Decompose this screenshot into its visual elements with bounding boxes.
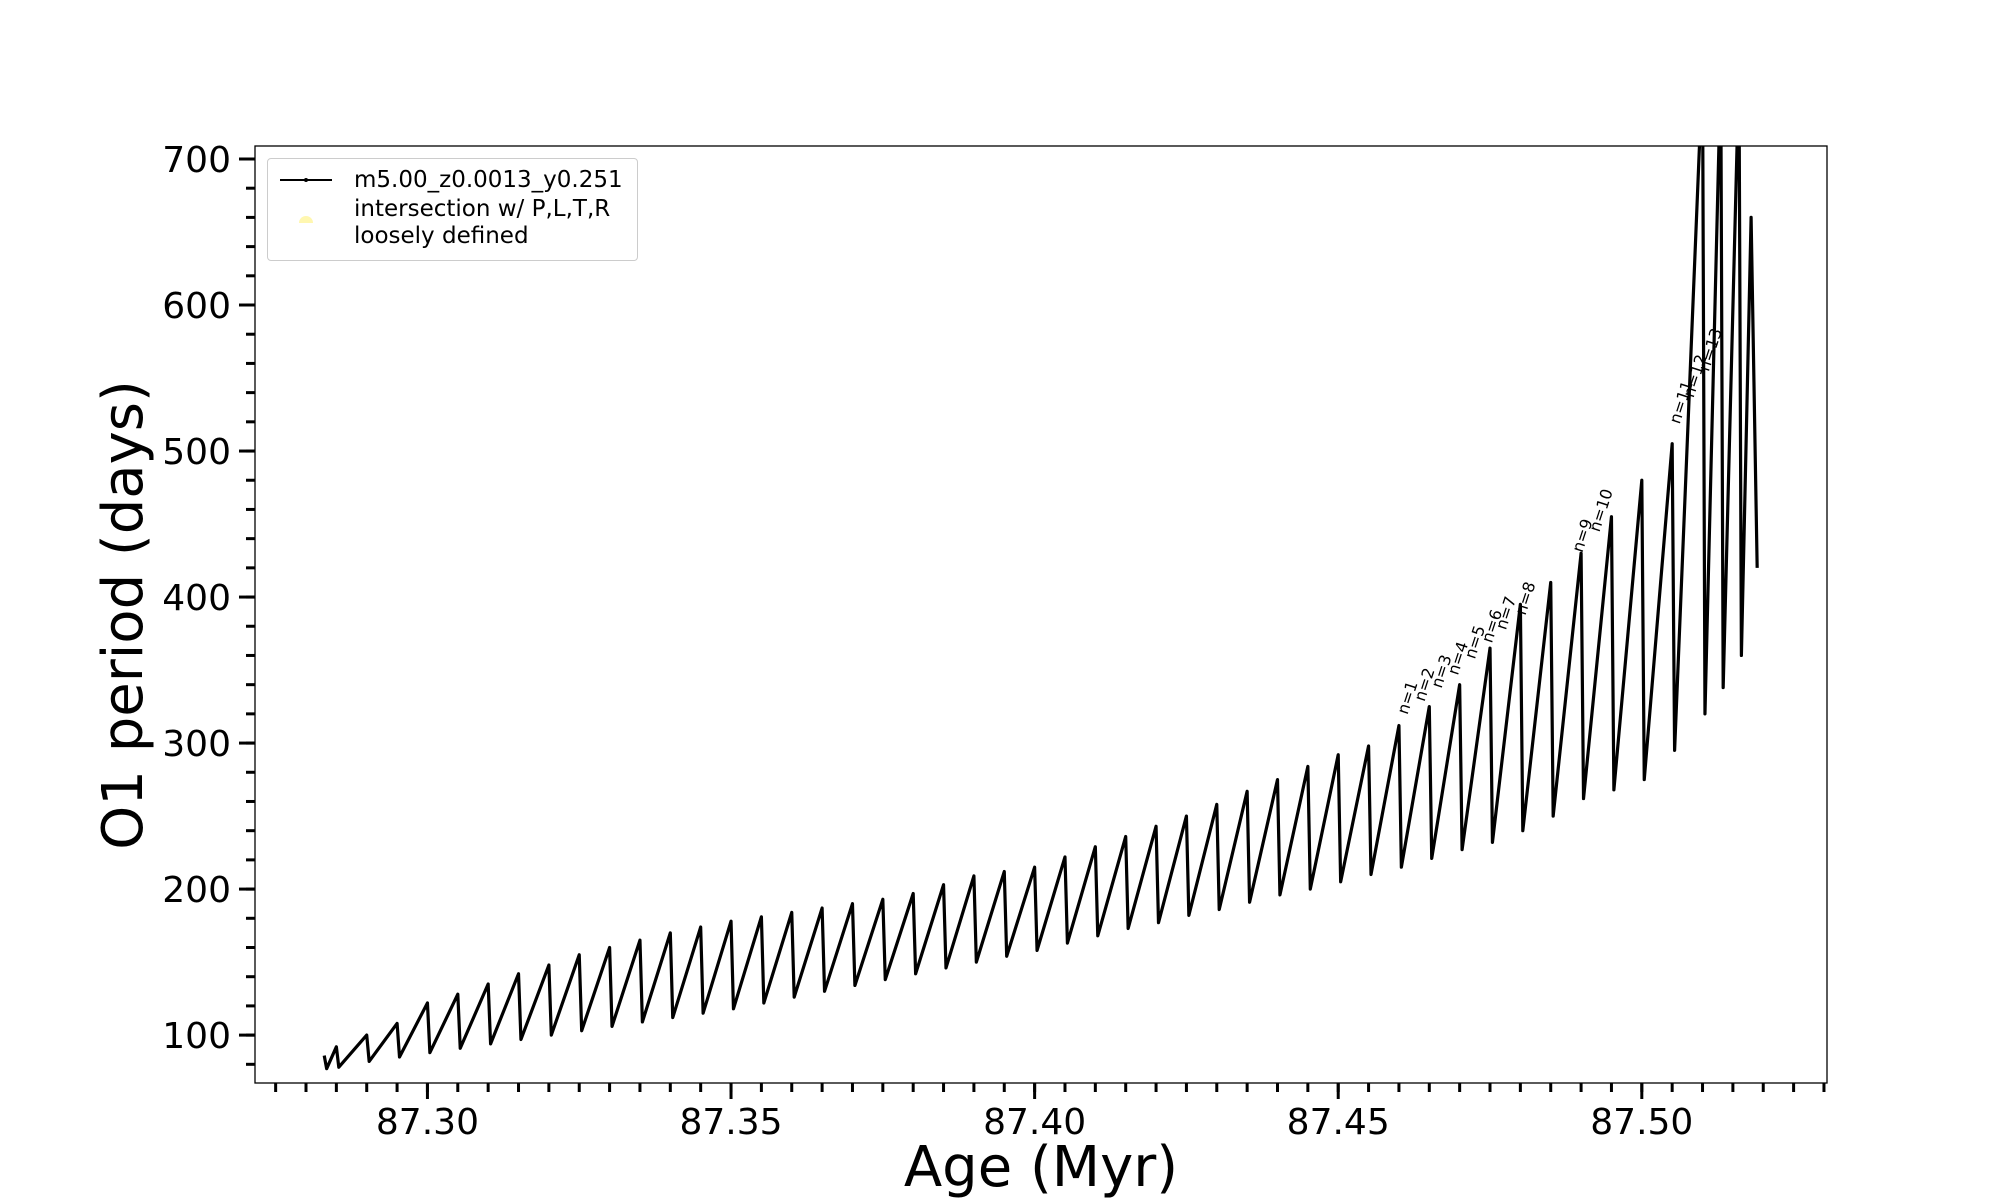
- legend-entry: m5.00_z0.0013_y0.251: [278, 167, 623, 194]
- legend-dot: [304, 178, 308, 182]
- y-tick-label: 500: [162, 432, 231, 473]
- x-tick-label: 87.30: [376, 1102, 479, 1143]
- x-tick-label: 87.50: [1590, 1102, 1693, 1143]
- annotation: n=8: [1511, 579, 1539, 617]
- plot-area: [322, 146, 1759, 1071]
- x-tick-label: 87.45: [1287, 1102, 1390, 1143]
- legend-label: intersection w/ P,L,T,R loosely defined: [354, 196, 611, 249]
- y-tick-label: 600: [162, 286, 231, 327]
- legend-entry: intersection w/ P,L,T,R loosely defined: [278, 196, 623, 250]
- legend-label: m5.00_z0.0013_y0.251: [354, 167, 623, 193]
- legend-key: [280, 178, 332, 182]
- x-axis-label: Age (Myr): [904, 1135, 1178, 1200]
- legend-key: [299, 216, 313, 223]
- plot-frame: [254, 145, 1828, 1084]
- y-axis-label: O1 period (days): [91, 380, 156, 850]
- x-tick-label: 87.40: [983, 1102, 1086, 1143]
- y-tick-label: 200: [162, 870, 231, 911]
- legend-marker: [299, 216, 313, 223]
- data-line: [322, 146, 1759, 1071]
- y-tick-label: 300: [162, 724, 231, 765]
- y-tick-label: 100: [162, 1016, 231, 1057]
- legend: m5.00_z0.0013_y0.251 intersection w/ P,L,…: [267, 158, 638, 261]
- y-tick-label: 700: [162, 140, 231, 181]
- x-tick-label: 87.35: [680, 1102, 783, 1143]
- y-tick-label: 400: [162, 578, 231, 619]
